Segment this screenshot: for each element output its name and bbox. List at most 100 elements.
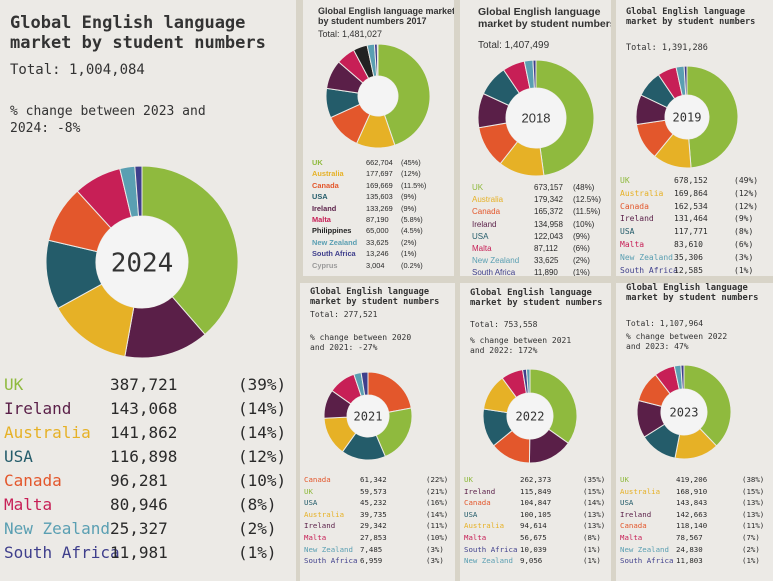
- legend-row: Canada 118,140 (11%): [616, 521, 773, 533]
- legend-value: 162,534: [674, 201, 708, 211]
- legend-row: UK 262,373 (35%): [460, 475, 611, 487]
- legend-value: 662,704: [366, 158, 393, 167]
- legend-percent: (49%): [734, 176, 759, 185]
- legend-value: 45,232: [360, 498, 387, 508]
- legend-label: Malta: [312, 215, 331, 224]
- legend-value: 387,721: [110, 375, 178, 394]
- legend-row: New Zealand 9,056 (1%): [460, 556, 611, 568]
- legend-percent: (1%): [583, 544, 601, 554]
- legend-percent: (15%): [583, 486, 606, 496]
- legend-value: 7,485: [360, 544, 383, 554]
- legend-row: Malta 87,190 (5.8%): [303, 215, 454, 226]
- legend-percent: (22%): [426, 475, 449, 484]
- legend-percent: (10%): [426, 533, 449, 542]
- legend-label: Ireland: [312, 203, 337, 213]
- chart-card-2017: Global English language market by studen…: [303, 0, 454, 276]
- legend-percent: (1%): [401, 249, 417, 259]
- legend-percent: (15%): [742, 486, 765, 496]
- chart-total: Total: 1,004,084: [10, 62, 145, 78]
- legend-row: Malta 56,675 (8%): [460, 533, 611, 545]
- legend-percent: (12%): [401, 169, 421, 179]
- legend-value: 165,372: [534, 207, 563, 217]
- legend-row: UK 59,573 (21%): [300, 487, 455, 499]
- legend-percent: (9%): [734, 214, 754, 224]
- legend-value: 134,958: [534, 219, 563, 229]
- legend-label: Australia: [312, 169, 344, 179]
- legend-value: 27,853: [360, 533, 387, 542]
- legend-value: 59,573: [360, 486, 387, 496]
- legend-row: Canada 61,342 (22%): [300, 475, 455, 487]
- legend-label: Ireland: [620, 509, 652, 519]
- legend-row: Ireland 143,068 (14%): [0, 399, 296, 423]
- legend-label: Australia: [620, 486, 661, 496]
- legend-percent: (12%): [734, 201, 759, 211]
- legend-label: Canada: [4, 471, 62, 490]
- legend-value: 11,981: [110, 543, 168, 562]
- legend-row: New Zealand 35,306 (3%): [616, 253, 773, 266]
- legend-value: 177,697: [366, 169, 393, 179]
- legend-label: Malta: [472, 244, 492, 253]
- legend-value: 117,771: [674, 227, 708, 237]
- legend-row: Australia 169,864 (12%): [616, 189, 773, 202]
- legend-label: UK: [4, 375, 24, 394]
- donut-chart: 2024: [45, 165, 239, 359]
- legend-percent: (21%): [426, 486, 449, 496]
- legend-label: South Africa: [472, 268, 516, 276]
- legend-row: USA 100,105 (13%): [460, 510, 611, 522]
- legend-percent: (12%): [238, 447, 287, 466]
- center-year-label: 2018: [522, 111, 551, 126]
- legend-value: 115,849: [520, 486, 552, 496]
- legend-percent: (0.2%): [401, 260, 423, 270]
- legend-label: Cyprus: [312, 260, 338, 270]
- legend-label: USA: [304, 498, 318, 508]
- legend-value: 169,669: [366, 180, 393, 190]
- legend-label: Ireland: [620, 214, 654, 224]
- donut-hole: [96, 216, 188, 308]
- legend-value: 33,625: [366, 237, 389, 247]
- chart-change-note: % change between 2022 and 2023: 47%: [626, 332, 728, 352]
- legend-value: 169,864: [674, 188, 708, 198]
- legend-row: Canada 104,847 (14%): [460, 498, 611, 510]
- center-year-label: 2019: [673, 110, 702, 124]
- legend-percent: (38%): [742, 475, 765, 484]
- donut-hole: [506, 88, 566, 148]
- legend-percent: (13%): [742, 498, 765, 508]
- legend-row: Australia 39,735 (14%): [300, 510, 455, 522]
- legend-row: UK 419,206 (38%): [616, 475, 773, 487]
- legend-label: New Zealand: [464, 556, 513, 566]
- legend-percent: (1%): [583, 556, 601, 566]
- legend-percent: (3%): [426, 544, 444, 554]
- legend-label: Canada: [620, 201, 649, 211]
- chart-total: Total: 277,521: [310, 310, 378, 319]
- legend-value: 87,190: [366, 215, 389, 224]
- legend-label: New Zealand: [472, 256, 520, 266]
- chart-card-2023: Global English language market by studen…: [616, 283, 773, 581]
- legend-row: New Zealand 25,327 (2%): [0, 519, 296, 543]
- donut-hole: [665, 95, 709, 139]
- chart-title: Global English language market by studen…: [470, 288, 603, 309]
- chart-change-note: % change between 2020 and 2021: -27%: [310, 333, 412, 353]
- legend-percent: (9%): [401, 203, 417, 213]
- legend-value: 65,000: [366, 226, 389, 236]
- legend-row: USA 143,843 (13%): [616, 498, 773, 510]
- legend-value: 94,614: [520, 521, 547, 531]
- legend-row: South Africa 11,803 (1%): [616, 556, 773, 568]
- donut-chart: [325, 43, 431, 149]
- legend-value: 11,803: [676, 556, 703, 566]
- legend-value: 35,306: [674, 252, 703, 262]
- legend-label: USA: [4, 447, 33, 466]
- legend-row: South Africa 10,039 (1%): [460, 545, 611, 557]
- legend-value: 143,843: [676, 498, 708, 508]
- legend-label: Canada: [620, 521, 647, 531]
- legend-value: 78,567: [676, 533, 703, 542]
- legend-row: Canada 96,281 (10%): [0, 471, 296, 495]
- legend-row: Ireland 29,342 (11%): [300, 521, 455, 533]
- legend-label: South Africa: [620, 265, 678, 275]
- legend-percent: (16%): [426, 498, 449, 508]
- legend-percent: (11.5%): [401, 180, 427, 190]
- legend-label: Malta: [620, 240, 645, 249]
- legend-label: UK: [312, 158, 323, 167]
- legend-row: Ireland 131,464 (9%): [616, 214, 773, 227]
- legend-value: 131,464: [674, 214, 708, 224]
- legend-percent: (39%): [238, 375, 287, 394]
